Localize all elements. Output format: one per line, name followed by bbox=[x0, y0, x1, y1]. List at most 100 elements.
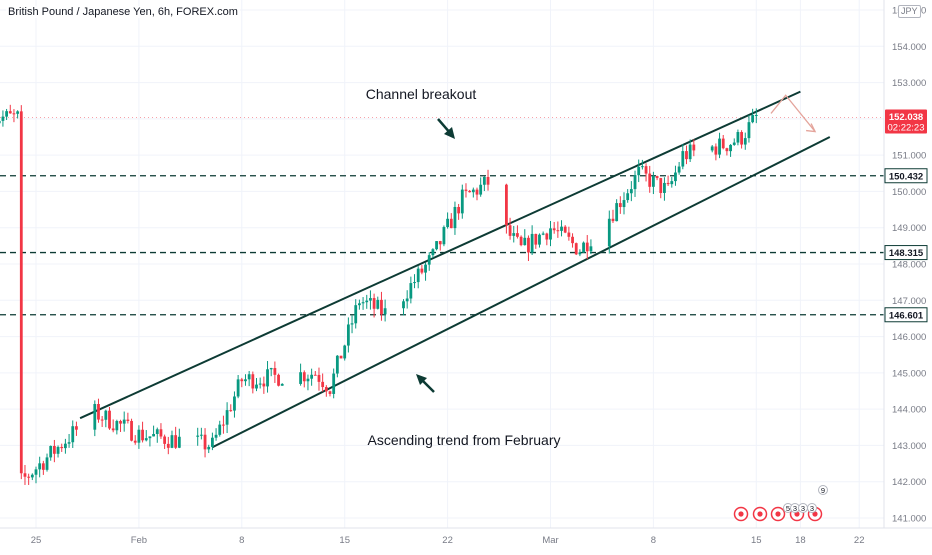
candle bbox=[159, 423, 163, 439]
candle-body bbox=[93, 403, 97, 430]
candle-body bbox=[126, 419, 130, 421]
candle-body bbox=[674, 172, 677, 182]
candle-body bbox=[34, 469, 38, 475]
candle bbox=[655, 175, 659, 181]
candle bbox=[255, 378, 258, 392]
symbol-title: British Pound / Japanese Yen, 6h, FOREX.… bbox=[6, 6, 240, 18]
candle bbox=[527, 235, 530, 262]
candle bbox=[482, 176, 486, 192]
candle-body bbox=[233, 396, 236, 411]
candle-body bbox=[663, 182, 666, 193]
candle bbox=[19, 105, 23, 480]
candle bbox=[141, 421, 144, 443]
candle-body bbox=[457, 206, 461, 214]
candle bbox=[435, 241, 438, 251]
candle bbox=[148, 436, 152, 447]
candle-body bbox=[64, 443, 67, 449]
candle bbox=[666, 175, 670, 187]
candle bbox=[313, 370, 317, 376]
candle bbox=[233, 391, 236, 418]
candle bbox=[615, 199, 619, 222]
candle-body bbox=[170, 435, 174, 448]
candle bbox=[64, 438, 67, 454]
candle-body bbox=[409, 283, 413, 299]
candle bbox=[692, 139, 696, 157]
candle-body bbox=[685, 151, 688, 160]
y-tick-label: 144.000 bbox=[892, 405, 926, 416]
candle bbox=[736, 129, 740, 146]
candle-body bbox=[582, 242, 585, 253]
candle bbox=[545, 232, 549, 246]
candle bbox=[751, 108, 755, 124]
level-tag-label: 150.432 bbox=[889, 171, 923, 182]
candle bbox=[372, 293, 376, 318]
candle bbox=[328, 390, 332, 397]
candle bbox=[317, 367, 321, 391]
candle bbox=[273, 361, 277, 383]
candle bbox=[431, 248, 435, 258]
candle bbox=[75, 421, 78, 436]
candle bbox=[23, 464, 27, 485]
candle-body bbox=[159, 429, 163, 437]
event-count-label: 9 bbox=[821, 486, 825, 495]
candle-body bbox=[615, 203, 619, 222]
candle bbox=[446, 212, 449, 229]
candle-body bbox=[659, 178, 663, 193]
candle-body bbox=[402, 301, 405, 309]
candle bbox=[718, 132, 721, 159]
candle-body bbox=[302, 372, 306, 382]
event-marker-dot bbox=[738, 511, 744, 517]
candle bbox=[376, 296, 380, 310]
candle-body bbox=[567, 232, 571, 237]
candle bbox=[1, 110, 5, 127]
candle bbox=[310, 368, 314, 386]
event-count-badge bbox=[807, 503, 817, 513]
candle bbox=[247, 370, 251, 387]
candle-body bbox=[644, 166, 648, 174]
candle bbox=[567, 226, 571, 241]
candle bbox=[240, 377, 244, 388]
candle-body bbox=[313, 374, 317, 376]
candle bbox=[729, 144, 732, 157]
x-tick-label: 15 bbox=[751, 535, 762, 546]
candle-body bbox=[365, 300, 369, 303]
candle-body bbox=[453, 206, 457, 229]
candle bbox=[49, 445, 53, 461]
y-tick-label: 142.000 bbox=[892, 477, 926, 488]
candle-body bbox=[1, 116, 5, 121]
candle bbox=[552, 222, 556, 234]
candle-body bbox=[541, 233, 545, 235]
candle bbox=[108, 406, 111, 430]
candle-body bbox=[71, 426, 75, 443]
candle bbox=[449, 213, 453, 229]
candle bbox=[475, 187, 479, 201]
candle-body bbox=[512, 233, 516, 236]
candle bbox=[211, 432, 214, 451]
candle-body bbox=[335, 355, 339, 374]
candle bbox=[420, 265, 424, 275]
candle bbox=[578, 249, 582, 257]
candle-body bbox=[207, 446, 211, 450]
candle bbox=[196, 427, 200, 446]
candle bbox=[574, 242, 578, 256]
candle bbox=[299, 363, 302, 386]
candle-body bbox=[144, 438, 148, 441]
candle-body bbox=[729, 144, 732, 152]
candle bbox=[563, 225, 567, 234]
candle-body bbox=[130, 420, 133, 441]
candle-body bbox=[273, 368, 277, 375]
candle-body bbox=[244, 379, 247, 382]
candle-body bbox=[732, 142, 736, 145]
candle bbox=[688, 139, 692, 163]
y-tick-label: 146.000 bbox=[892, 332, 926, 343]
candle bbox=[365, 294, 369, 309]
candle bbox=[530, 225, 534, 255]
candle bbox=[589, 239, 593, 255]
candle bbox=[163, 434, 167, 450]
candle bbox=[262, 376, 266, 394]
currency-badge[interactable]: JPY bbox=[898, 5, 921, 18]
candle bbox=[203, 428, 207, 458]
candle-body bbox=[60, 446, 64, 449]
candle-body bbox=[438, 241, 442, 245]
candle-body bbox=[585, 242, 589, 252]
